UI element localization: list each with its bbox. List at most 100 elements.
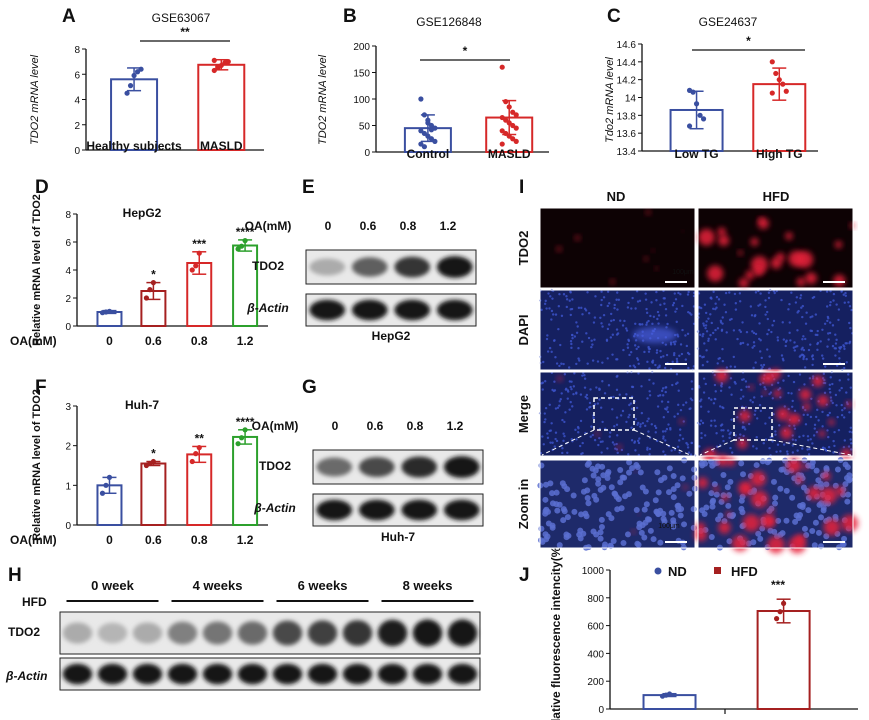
tdo2-band: [132, 622, 163, 644]
nucleus-dot: [666, 406, 669, 409]
tdo2-signal: [821, 471, 831, 481]
nucleus-dot: [702, 332, 705, 336]
nucleus-dot: [633, 507, 640, 514]
tdo2-signal: [765, 516, 775, 527]
nucleus-dot: [811, 375, 815, 378]
nucleus-dot: [811, 542, 818, 549]
nucleus-dot: [821, 410, 824, 414]
nucleus-dot: [728, 436, 731, 440]
zoom-line: [633, 429, 691, 456]
nucleus-dot: [629, 402, 633, 405]
nucleus-dot: [792, 380, 796, 384]
nucleus-dot: [616, 434, 619, 437]
nucleus-dot: [661, 394, 665, 397]
nucleus-dot: [809, 528, 816, 535]
nucleus-dot: [559, 343, 562, 347]
row-label-tdo2: TDO2: [259, 459, 291, 473]
row-label: TDO2: [516, 231, 531, 266]
tdo2-signal: [823, 518, 841, 536]
nucleus-dot: [664, 307, 668, 311]
nucleus-dot: [817, 419, 820, 422]
data-point: [421, 112, 427, 118]
nucleus-dot: [738, 497, 745, 504]
nucleus-dot: [615, 358, 618, 361]
nucleus-dot: [795, 296, 799, 299]
row-label-actin: β-Actin: [253, 501, 295, 515]
nucleus-dot: [655, 290, 658, 294]
nucleus-dot: [557, 327, 560, 331]
nucleus-dot: [733, 292, 737, 296]
chart-title: GSE63067: [152, 11, 211, 25]
nucleus-dot: [606, 447, 609, 450]
significance-label: *: [151, 268, 156, 282]
nucleus-dot: [648, 453, 651, 456]
nucleus-dot: [830, 399, 833, 402]
nucleus-dot: [671, 383, 674, 387]
nucleus-dot: [560, 362, 563, 365]
lane-label: 0: [325, 219, 332, 233]
nucleus-dot: [847, 445, 851, 448]
tdo2-signal: [799, 388, 812, 401]
nucleus-dot: [570, 437, 573, 441]
western-blot-h: 0 week 4 weeks 6 weeks 8 weeks HFD TDO2 β-Acti…: [5, 578, 481, 691]
nucleus-dot: [699, 507, 706, 514]
nucleus-dot: [556, 406, 560, 409]
nucleus-dot: [742, 434, 745, 438]
nucleus-dot: [793, 409, 797, 413]
data-point: [418, 96, 424, 102]
data-point: [189, 267, 195, 273]
nucleus-dot: [647, 347, 651, 350]
nucleus-dot: [551, 441, 554, 444]
tdo2-signal: [812, 375, 824, 388]
nucleus-dot: [613, 443, 616, 446]
nucleus-dot: [679, 293, 682, 296]
western-blot-g: OA(mM) 0 0.6 0.8 1.2 TDO2 β-Actin Huh-7: [252, 419, 484, 544]
nucleus-dot: [590, 425, 593, 428]
nucleus-dot: [837, 308, 841, 311]
nucleus-dot: [620, 539, 627, 546]
nucleus-dot: [710, 321, 713, 325]
nucleus-dot: [638, 299, 642, 303]
nucleus-dot: [616, 451, 619, 455]
nucleus-dot: [579, 419, 583, 423]
nucleus-dot: [829, 391, 832, 394]
nucleus-dot: [619, 474, 626, 481]
nucleus-dot: [585, 500, 592, 507]
nucleus-dot: [641, 421, 645, 425]
nucleus-dot: [813, 423, 817, 427]
nucleus-dot: [708, 490, 715, 497]
y-tick-label: 100: [353, 95, 370, 106]
tdo2-signal: [841, 514, 859, 532]
actin-band: [358, 499, 395, 521]
nucleus-dot: [849, 386, 852, 389]
bar: [186, 453, 213, 527]
data-point: [513, 125, 519, 131]
nucleus-dot: [555, 439, 559, 443]
nucleus-dot: [640, 411, 644, 415]
tdo2-signal: [795, 534, 806, 545]
category-label: MASLD: [488, 147, 531, 161]
nucleus-dot: [724, 484, 731, 491]
nucleus-dot: [801, 338, 804, 341]
nucleus-dot: [801, 447, 804, 450]
nucleus-dot: [543, 420, 546, 424]
nucleus-dot: [720, 429, 723, 432]
nucleus-dot: [845, 491, 852, 498]
nucleus-dot: [625, 329, 629, 332]
nucleus-dot: [549, 295, 552, 298]
nucleus-dot: [684, 334, 687, 337]
nucleus-dot: [823, 378, 826, 382]
nucleus-dot: [740, 388, 743, 392]
nucleus-dot: [783, 405, 786, 408]
tdo2-signal: [785, 232, 793, 240]
tile-border: [697, 459, 854, 549]
nucleus-dot: [602, 296, 606, 299]
nucleus-dot: [733, 380, 736, 384]
nucleus-dot: [648, 390, 651, 393]
nucleus-dot: [584, 461, 591, 468]
nucleus-dot: [617, 466, 624, 473]
nucleus-dot: [685, 441, 688, 445]
nucleus-dot: [800, 348, 803, 351]
nucleus-dot: [840, 413, 844, 417]
nucleus-dot: [627, 416, 630, 419]
